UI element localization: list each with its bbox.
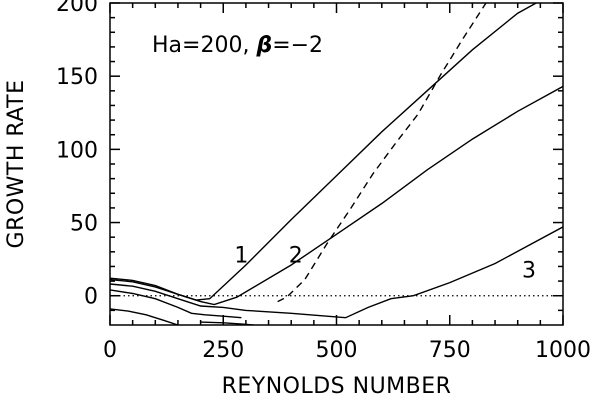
series-line-3 [110, 226, 563, 319]
series-labels: 1 2 3 [234, 244, 536, 284]
tick-labels: 0 250 500 750 1000 0 50 100 150 200 [56, 0, 591, 363]
series-line-unlabeled-3 [110, 289, 242, 319]
y-axis-title: GROWTH RATE [4, 80, 29, 249]
y-tick-label: 100 [56, 138, 98, 163]
series-label-3: 3 [522, 258, 536, 283]
series-line-2 [110, 85, 563, 306]
series-line-1 [110, 3, 538, 301]
series-line-unlabeled-6 [277, 3, 487, 303]
axis-ticks [109, 2, 564, 325]
y-tick-label: 50 [70, 212, 98, 237]
series-label-1: 1 [234, 244, 248, 269]
x-tick-label: 500 [316, 338, 358, 363]
series-label-2: 2 [289, 244, 303, 269]
series-line-unlabeled-4 [110, 308, 181, 325]
y-tick-label: 150 [56, 65, 98, 90]
x-tick-label: 1000 [535, 338, 591, 363]
x-axis-title: REYNOLDS NUMBER [222, 374, 452, 399]
y-tick-label: 0 [84, 285, 98, 310]
annotation-prefix: Ha=200, [152, 33, 256, 58]
x-tick-label: 250 [202, 338, 244, 363]
y-tick-label: 200 [56, 0, 98, 17]
parameter-annotation: Ha=200, β=−2 [152, 33, 323, 58]
x-tick-label: 0 [103, 338, 117, 363]
x-tick-label: 750 [429, 338, 471, 363]
series-layer [110, 3, 563, 325]
annotation-suffix: =−2 [272, 33, 323, 58]
beta-symbol: β [255, 33, 272, 58]
